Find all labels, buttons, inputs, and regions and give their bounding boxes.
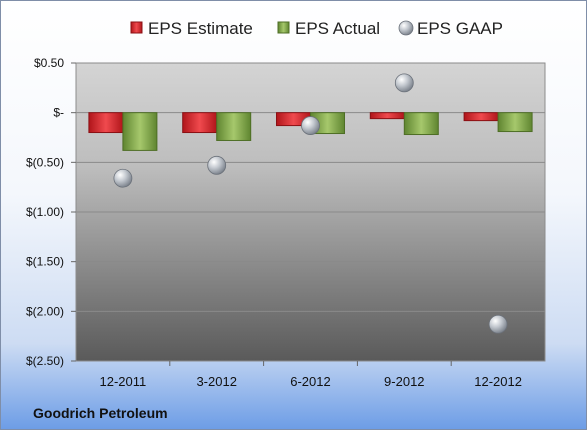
eps-gaap-point bbox=[207, 155, 227, 175]
x-tick-label: 12-2011 bbox=[100, 374, 147, 389]
x-tick-label: 6-2012 bbox=[290, 374, 330, 389]
eps-actual-bar bbox=[216, 112, 252, 141]
eps-actual-legend-swatch bbox=[277, 21, 290, 34]
eps-estimate-bar bbox=[182, 112, 218, 134]
eps-actual-legend-label: EPS Actual bbox=[295, 19, 380, 38]
eps-estimate-bar bbox=[88, 112, 124, 134]
y-tick-label: $(2.50) bbox=[26, 354, 64, 368]
eps-gaap-legend-swatch bbox=[398, 20, 414, 36]
eps-gaap-point bbox=[113, 168, 133, 188]
eps-actual-bar bbox=[497, 112, 533, 133]
eps-gaap-point bbox=[488, 314, 508, 334]
legend: EPS Estimate EPS Actual EPS GAAP bbox=[130, 19, 503, 38]
y-tick-label: $0.50 bbox=[34, 56, 64, 70]
eps-gaap-point bbox=[301, 116, 320, 135]
x-axis-ticks: 12-2011 3-2012 6-2012 9-2012 12-2012 bbox=[100, 374, 522, 389]
eps-estimate-legend-swatch bbox=[130, 21, 143, 34]
x-tick-label: 9-2012 bbox=[384, 374, 424, 389]
company-name: Goodrich Petroleum bbox=[33, 405, 168, 421]
y-tick-label: $- bbox=[53, 106, 64, 120]
eps-estimate-bar bbox=[463, 112, 499, 122]
eps-gaap-legend-label: EPS GAAP bbox=[417, 19, 503, 38]
x-tick-label: 3-2012 bbox=[196, 374, 236, 389]
eps-actual-bar bbox=[122, 112, 158, 151]
y-axis-ticks: $0.50 $- $(0.50) $(1.00) $(1.50) $(2.00) $(2.5… bbox=[26, 56, 64, 368]
gridlines bbox=[71, 62, 545, 366]
bar-marks bbox=[88, 112, 533, 151]
x-tick-label: 12-2012 bbox=[474, 374, 522, 389]
eps-estimate-bar bbox=[369, 112, 405, 120]
eps-gaap-point bbox=[394, 73, 414, 93]
y-tick-label: $(1.50) bbox=[26, 255, 64, 269]
gaap-points bbox=[113, 73, 508, 334]
eps-actual-bar bbox=[403, 112, 439, 136]
y-tick-label: $(2.00) bbox=[26, 304, 64, 318]
y-tick-label: $(0.50) bbox=[26, 155, 64, 169]
y-tick-label: $(1.00) bbox=[26, 205, 64, 219]
eps-estimate-legend-label: EPS Estimate bbox=[148, 19, 253, 38]
